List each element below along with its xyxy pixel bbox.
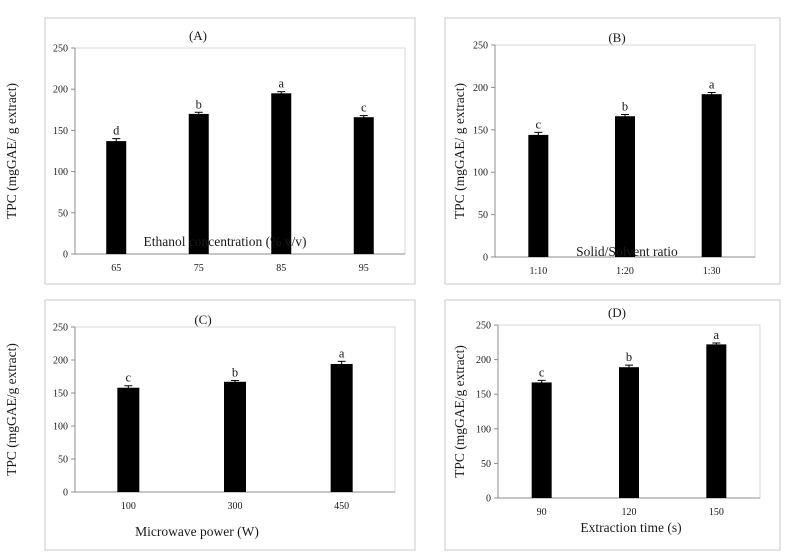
significance-letter: b: [232, 365, 238, 379]
x-tick-label: 1:20: [616, 266, 634, 277]
significance-letter: a: [709, 77, 715, 91]
y-tick-label: 200: [53, 85, 68, 96]
y-tick-label: 100: [476, 424, 491, 435]
bar: [271, 93, 292, 254]
significance-letter: c: [126, 371, 132, 385]
x-tick-label: 450: [334, 501, 349, 512]
chart-frame: [44, 299, 416, 551]
x-tick-label: 85: [276, 263, 286, 274]
x-tick-label: 1:10: [529, 266, 547, 277]
bar: [106, 141, 127, 254]
bar: [330, 363, 353, 492]
y-axis-label: TPC (mgGAE/g extract): [4, 343, 19, 476]
significance-letter: b: [626, 350, 632, 364]
x-axis-label: Extraction time (s): [580, 520, 681, 535]
significance-letter: b: [196, 97, 202, 111]
y-tick-label: 150: [53, 389, 68, 400]
bar: [528, 134, 549, 257]
chart-panel-b: 0 50 100 150 200 250 c 1:10 b 1:20 a 1:30 (B) Solid/S…: [444, 17, 781, 285]
x-axis-label: Microwave power (W): [135, 524, 259, 539]
y-tick-label: 0: [63, 488, 68, 499]
significance-letter: a: [278, 77, 284, 91]
y-tick-label: 250: [476, 321, 491, 332]
bar: [706, 344, 727, 498]
bar: [353, 117, 374, 254]
y-tick-label: 150: [476, 390, 491, 401]
bar: [619, 367, 639, 498]
y-tick-label: 50: [58, 208, 68, 219]
bar: [615, 116, 635, 258]
chart-frame: [444, 299, 781, 551]
significance-letter: c: [536, 117, 542, 131]
significance-letter: a: [339, 346, 345, 360]
y-tick-label: 0: [63, 250, 68, 261]
bar: [701, 94, 722, 258]
panel-title: (B): [608, 30, 625, 45]
y-tick-label: 200: [53, 356, 68, 367]
significance-letter: a: [714, 328, 720, 342]
y-tick-label: 250: [53, 44, 68, 55]
y-tick-label: 100: [473, 168, 488, 179]
x-tick-label: 100: [121, 501, 136, 512]
panel-title: (C): [194, 312, 211, 327]
significance-letter: c: [361, 101, 367, 115]
panel-title: (D): [608, 305, 626, 320]
y-tick-label: 50: [481, 459, 491, 470]
x-tick-label: 300: [228, 501, 243, 512]
significance-letter: c: [539, 365, 545, 379]
x-tick-label: 95: [359, 263, 369, 274]
chart-panel-a: 0 50 100 150 200 250 d 65 b 75 a 85 c 95 (A) Ethanol co…: [4, 17, 416, 285]
y-tick-label: 50: [478, 210, 488, 221]
bar: [188, 113, 209, 254]
panel-title: (A): [189, 28, 207, 43]
y-tick-label: 0: [483, 253, 488, 264]
y-tick-label: 200: [473, 83, 488, 94]
bar: [531, 382, 552, 498]
y-tick-label: 100: [53, 422, 68, 433]
y-tick-label: 250: [473, 41, 488, 52]
y-tick-label: 150: [473, 125, 488, 136]
x-axis-label: Solid/Solvent ratio: [576, 244, 678, 259]
x-tick-label: 120: [622, 507, 637, 518]
x-axis-label: Ethanol concentration (% v/v): [143, 234, 306, 249]
chart-frame: [44, 17, 416, 285]
y-axis-label: TPC (mgGAE/ g extract): [4, 83, 19, 219]
x-tick-label: 90: [537, 507, 547, 518]
y-axis-label: TPC (mgGAE/ g extract): [452, 83, 467, 219]
chart-frame: [444, 17, 781, 285]
chart-panel-d: 0 50 100 150 200 250 c 90 b 120 a 150 (D) Extraction …: [444, 299, 781, 551]
x-tick-label: 1:30: [703, 266, 721, 277]
x-tick-label: 65: [111, 263, 121, 274]
chart-panel-c: 0 50 100 150 200 250 c 100 b 300 a 450 (C) Microwave …: [4, 299, 416, 551]
x-tick-label: 75: [194, 263, 204, 274]
y-axis-label: TPC (mgGAE/g extract): [452, 345, 467, 478]
y-tick-label: 100: [53, 167, 68, 178]
y-tick-label: 250: [53, 323, 68, 334]
y-tick-label: 200: [476, 355, 491, 366]
y-tick-label: 50: [58, 455, 68, 466]
bar: [224, 381, 246, 492]
x-tick-label: 150: [709, 507, 724, 518]
significance-letter: b: [622, 100, 628, 114]
significance-letter: d: [113, 124, 120, 138]
bar: [117, 387, 140, 492]
y-tick-label: 150: [53, 126, 68, 137]
y-tick-label: 0: [486, 494, 491, 505]
